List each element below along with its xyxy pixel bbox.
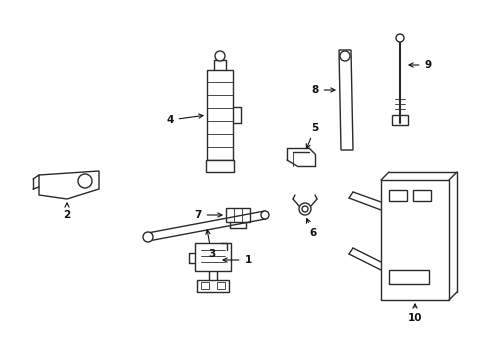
Text: 4: 4: [166, 114, 203, 125]
Circle shape: [78, 174, 92, 188]
FancyBboxPatch shape: [217, 282, 224, 289]
FancyBboxPatch shape: [412, 190, 430, 201]
FancyBboxPatch shape: [225, 208, 249, 222]
Polygon shape: [338, 50, 352, 150]
FancyBboxPatch shape: [388, 190, 406, 201]
Circle shape: [339, 51, 349, 61]
FancyBboxPatch shape: [391, 115, 407, 125]
Text: 6: 6: [306, 219, 316, 238]
FancyBboxPatch shape: [195, 243, 230, 271]
Circle shape: [215, 51, 224, 61]
Circle shape: [395, 34, 403, 42]
FancyBboxPatch shape: [388, 270, 428, 284]
FancyBboxPatch shape: [380, 180, 448, 300]
Polygon shape: [39, 171, 99, 199]
Text: 1: 1: [223, 255, 251, 265]
Text: 9: 9: [408, 60, 431, 70]
Text: 7: 7: [194, 210, 222, 220]
Circle shape: [142, 232, 153, 242]
FancyBboxPatch shape: [201, 282, 208, 289]
Circle shape: [261, 211, 268, 219]
Text: 3: 3: [205, 230, 215, 259]
Text: 2: 2: [63, 203, 70, 220]
Text: 10: 10: [407, 304, 421, 323]
FancyBboxPatch shape: [205, 160, 234, 172]
Circle shape: [298, 203, 310, 215]
FancyBboxPatch shape: [206, 70, 232, 160]
Circle shape: [302, 206, 307, 212]
Text: 8: 8: [311, 85, 334, 95]
FancyBboxPatch shape: [197, 280, 228, 292]
Text: 5: 5: [305, 123, 318, 148]
